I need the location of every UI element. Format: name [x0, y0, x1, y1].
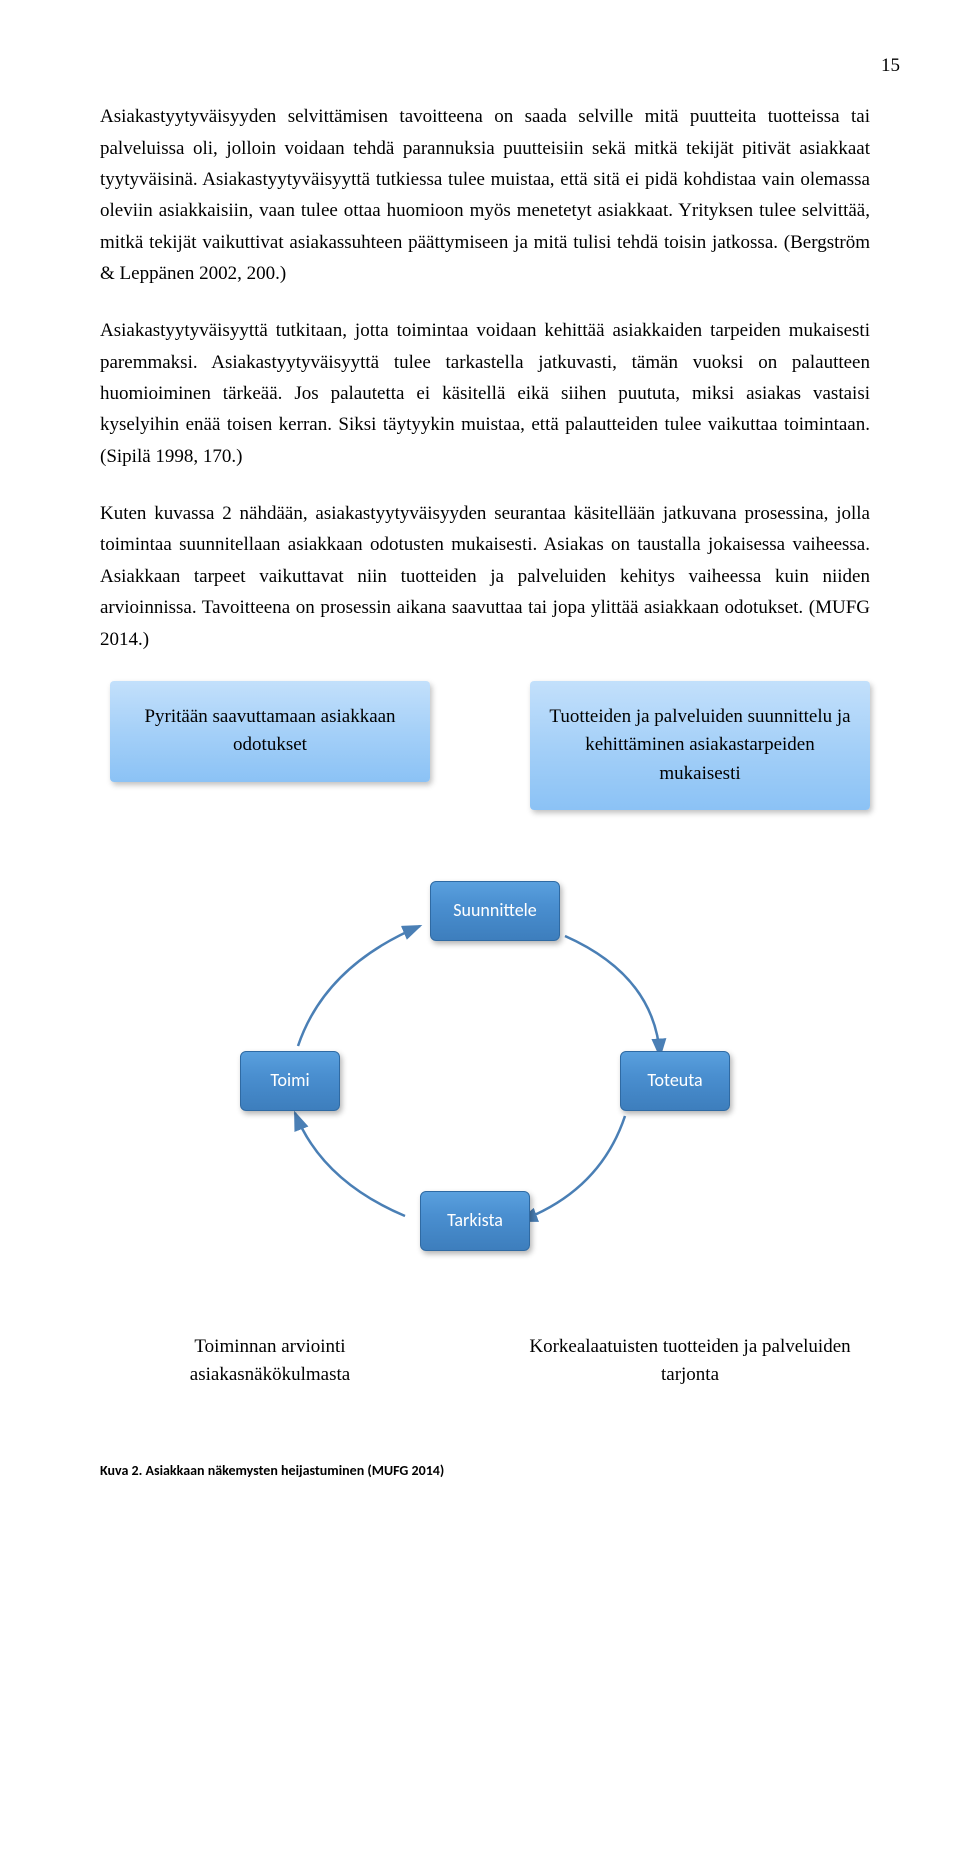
- cycle-node-check: Tarkista: [420, 1191, 530, 1251]
- cycle-node-do: Toteuta: [620, 1051, 730, 1111]
- page-number: 15: [100, 50, 900, 81]
- figure-caption: Kuva 2. Asiakkaan näkemysten heijastumin…: [100, 1459, 870, 1482]
- callout-box-evaluation: Toiminnan arviointi asiakasnäkökulmasta: [110, 1311, 430, 1412]
- callout-box-goal: Pyritään saavuttamaan asiakkaan odotukse…: [110, 681, 430, 782]
- callout-box-design: Tuotteiden ja palveluiden suunnittelu ja…: [530, 681, 870, 811]
- callout-box-quality: Korkealaatuisten tuotteiden ja palveluid…: [510, 1311, 870, 1412]
- cycle-node-act: Toimi: [240, 1051, 340, 1111]
- body-paragraph: Asiakastyytyväisyyden selvittämisen tavo…: [100, 101, 870, 289]
- body-paragraph: Asiakastyytyväisyyttä tutkitaan, jotta t…: [100, 315, 870, 472]
- cycle-node-plan: Suunnittele: [430, 881, 560, 941]
- process-diagram: Pyritään saavuttamaan asiakkaan odotukse…: [100, 681, 880, 1441]
- body-paragraph: Kuten kuvassa 2 nähdään, asiakastyytyväi…: [100, 498, 870, 655]
